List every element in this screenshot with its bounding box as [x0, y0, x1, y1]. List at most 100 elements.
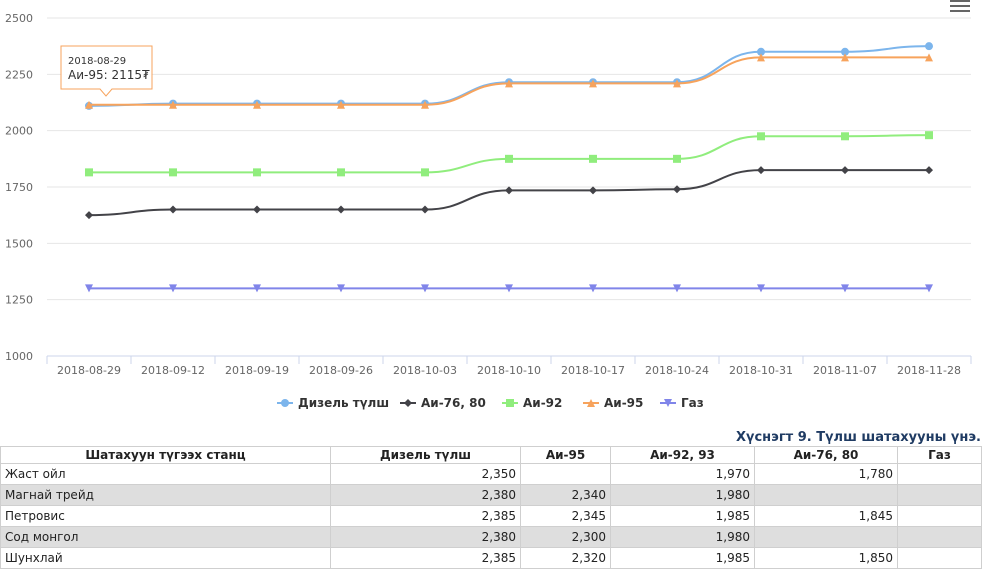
data-point	[587, 399, 595, 407]
data-point	[505, 79, 513, 88]
y-tick-label: 1000	[5, 350, 33, 363]
x-tick-label: 2018-09-26	[309, 364, 373, 377]
data-point	[421, 168, 429, 177]
y-axis-labels: 1000 1250 1500 1750 2000 2250 2500	[5, 12, 33, 363]
data-point	[85, 100, 93, 109]
tooltip-date: 2018-08-29	[68, 56, 126, 67]
data-point	[85, 211, 93, 220]
legend-item[interactable]: Газ	[660, 396, 704, 410]
table-row: Шунхлай 2,385 2,320 1,985 1,850	[0, 547, 982, 569]
ai95-price	[520, 463, 611, 485]
data-point	[253, 100, 261, 109]
diesel-price: 2,385	[330, 547, 521, 569]
data-point	[505, 284, 513, 293]
data-point	[589, 284, 597, 293]
y-tick-label: 1500	[5, 237, 33, 250]
data-point	[673, 79, 681, 88]
data-point	[757, 47, 765, 56]
chart-grid	[46, 17, 972, 364]
data-point	[253, 205, 261, 214]
gas-price	[897, 484, 982, 506]
ai95-price: 2,340	[520, 484, 611, 506]
x-tick-label: 2018-11-07	[813, 364, 877, 377]
table-row: Магнай трейд 2,380 2,340 1,980	[0, 484, 982, 506]
table-row: Жаст ойл 2,350 1,970 1,780	[0, 463, 982, 485]
x-tick-label: 2018-10-31	[729, 364, 793, 377]
x-tick-label: 2018-10-10	[477, 364, 541, 377]
header-ai92: Аи-92, 93	[610, 446, 755, 464]
series-triangle	[85, 53, 933, 109]
diesel-price: 2,385	[330, 505, 521, 527]
data-point	[673, 284, 681, 293]
data-point	[589, 154, 597, 163]
legend-item[interactable]: Дизель түлш	[277, 396, 389, 410]
header-gas: Газ	[897, 446, 982, 464]
ai76-price: 1,780	[754, 463, 898, 485]
series-square	[85, 131, 933, 177]
series-triangle-down	[85, 284, 933, 293]
data-point	[253, 168, 261, 177]
series-diamond	[85, 166, 933, 220]
station-name: Сод монгол	[0, 526, 331, 548]
legend-label: Газ	[681, 396, 704, 410]
data-point	[337, 168, 345, 177]
data-point	[757, 53, 765, 62]
table-header-row: Шатахуун түгээх станц Дизель түлш Аи-95 …	[0, 446, 982, 464]
gas-price	[897, 463, 982, 485]
gas-price	[897, 526, 982, 548]
chart-menu-button[interactable]	[950, 0, 970, 14]
x-tick-label: 2018-10-24	[645, 364, 709, 377]
data-point	[337, 205, 345, 214]
legend-label: Аи-76, 80	[421, 396, 486, 410]
ai95-price: 2,300	[520, 526, 611, 548]
legend-item[interactable]: Аи-95	[583, 396, 643, 410]
station-name: Магнай трейд	[0, 484, 331, 506]
y-tick-label: 1250	[5, 294, 33, 307]
data-point	[253, 284, 261, 293]
x-tick-label: 2018-11-28	[897, 364, 961, 377]
data-point	[673, 154, 681, 163]
header-station: Шатахуун түгээх станц	[0, 446, 331, 464]
x-tick-label: 2018-09-12	[141, 364, 205, 377]
gas-price	[897, 505, 982, 527]
station-name: Петровис	[0, 505, 331, 527]
data-point	[505, 154, 513, 163]
ai92-price: 1,980	[610, 526, 755, 548]
gas-price	[897, 547, 982, 569]
data-point	[421, 205, 429, 214]
data-point	[589, 186, 597, 195]
x-tick-label: 2018-10-17	[561, 364, 625, 377]
ai92-price: 1,980	[610, 484, 755, 506]
data-point	[337, 100, 345, 109]
data-point	[85, 284, 93, 293]
ai92-price: 1,970	[610, 463, 755, 485]
y-tick-label: 2000	[5, 125, 33, 138]
chart-tooltip: 2018-08-29 Аи-95: 2115₮	[60, 45, 153, 97]
legend-item[interactable]: Аи-92	[502, 396, 562, 410]
data-point	[757, 166, 765, 175]
ai95-price: 2,345	[520, 505, 611, 527]
diesel-price: 2,380	[330, 484, 521, 506]
legend-item[interactable]: Аи-76, 80	[400, 396, 486, 410]
data-point	[925, 42, 933, 51]
fuel-price-table: Шатахуун түгээх станц Дизель түлш Аи-95 …	[0, 446, 982, 569]
data-point	[841, 132, 849, 141]
data-point	[169, 168, 177, 177]
data-point	[169, 205, 177, 214]
chart-legend[interactable]: Дизель түлш Аи-76, 80 Аи-92 Аи-95 Газ	[277, 396, 704, 410]
station-name: Шунхлай	[0, 547, 331, 569]
data-point	[841, 53, 849, 62]
data-point	[757, 284, 765, 293]
x-axis-labels: 2018-08-29 2018-09-12 2018-09-19 2018-09-26…	[57, 364, 961, 377]
series-circle	[85, 42, 933, 110]
data-point	[404, 399, 412, 407]
x-tick-label: 2018-08-29	[57, 364, 121, 377]
tooltip-box	[60, 45, 153, 97]
data-point	[841, 284, 849, 293]
ai76-price: 1,845	[754, 505, 898, 527]
ai95-price: 2,320	[520, 547, 611, 569]
header-ai95: Аи-95	[520, 446, 611, 464]
ai76-price: 1,850	[754, 547, 898, 569]
data-point	[169, 284, 177, 293]
